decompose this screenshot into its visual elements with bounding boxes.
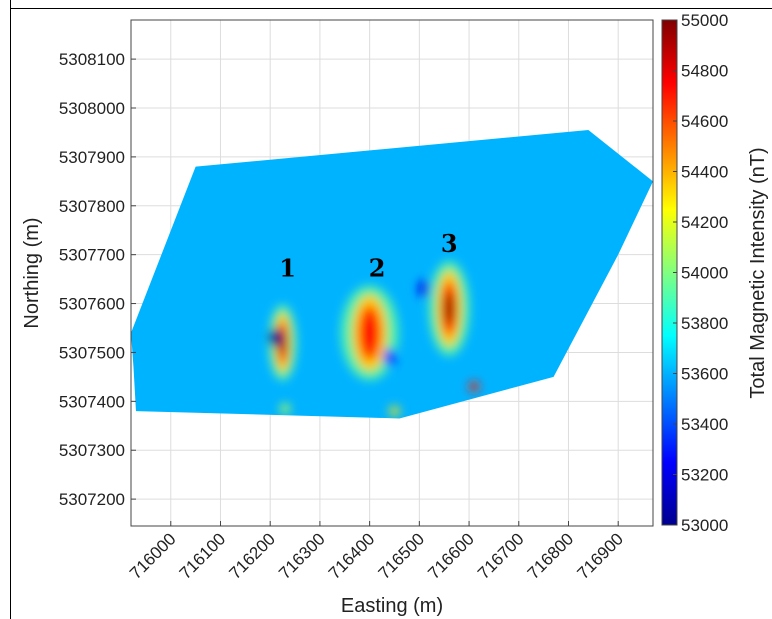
x-tick-label: 716700 (474, 529, 528, 583)
y-tick-label: 5307300 (59, 441, 125, 460)
anomaly-label-2: 2 (369, 254, 386, 283)
colorbar-tick-label: 55000 (681, 11, 728, 30)
x-tick-label: 716600 (424, 529, 478, 583)
y-axis-ticks: 5307200 5307300 5307400 5307500 5307600 53077… (59, 50, 136, 509)
x-axis-title: Easting (m) (341, 595, 443, 617)
y-tick-label: 5308100 (59, 50, 125, 69)
minor-high (469, 381, 480, 392)
x-tick-label: 716500 (375, 529, 429, 583)
colorbar-tick-label: 54200 (681, 213, 728, 232)
x-tick-label: 716000 (126, 529, 180, 583)
x-tick-label: 716800 (524, 529, 578, 583)
colorbar-tick-label: 53400 (681, 415, 728, 434)
colorbar-tick-label: 53000 (681, 516, 728, 535)
anomaly-labels: 1 2 3 (279, 229, 457, 282)
colorbar-tick-label: 53200 (681, 466, 728, 485)
frame-left-border (10, 0, 11, 619)
minor-high (389, 406, 400, 417)
minor-high (280, 403, 291, 414)
colorbar-title: Total Magnetic Intensity (nT) (747, 147, 769, 398)
colorbar-tick-label: 53600 (681, 365, 728, 384)
y-axis-title: Northing (m) (21, 217, 43, 328)
colorbar-tick-label: 54600 (681, 112, 728, 131)
colorbar-tick-label: 54400 (681, 163, 728, 182)
colorbar-tick-label: 54800 (681, 62, 728, 81)
frame-top-border (10, 8, 772, 9)
y-tick-label: 5307800 (59, 197, 125, 216)
magnetic-low (418, 279, 431, 298)
survey-surface (131, 130, 653, 419)
x-tick-label: 716200 (225, 529, 279, 583)
colorbar-tick-label: 54000 (681, 264, 728, 283)
colorbar-tick-label: 53800 (681, 314, 728, 333)
magnetic-low (269, 328, 282, 347)
x-axis-ticks: 7160007161007162007163007164007165007166… (126, 521, 627, 583)
y-tick-label: 5307500 (59, 343, 125, 362)
x-tick-label: 716900 (573, 529, 627, 583)
y-tick-label: 5307400 (59, 392, 125, 411)
magnetic-low (383, 348, 396, 367)
y-tick-label: 5307900 (59, 148, 125, 167)
x-tick-label: 716300 (275, 529, 329, 583)
anomaly-3-core (444, 291, 454, 325)
anomaly-label-3: 3 (441, 229, 458, 258)
survey-area-polygon (131, 130, 653, 419)
anomaly-1-core (279, 329, 286, 356)
plot-frame (130, 19, 654, 527)
x-tick-label: 716100 (176, 529, 230, 583)
y-tick-label: 5308000 (59, 99, 125, 118)
anomaly-2-core (363, 316, 376, 350)
colorbar-ticks: 53000 53200 53400 53600 53800 54000 54200 54400… (673, 11, 728, 535)
y-tick-label: 5307600 (59, 295, 125, 314)
y-tick-label: 5307700 (59, 246, 125, 265)
anomaly-features (268, 260, 480, 417)
anomaly-label-1: 1 (279, 254, 296, 283)
y-tick-label: 5307200 (59, 490, 125, 509)
x-tick-label: 716400 (325, 529, 379, 583)
